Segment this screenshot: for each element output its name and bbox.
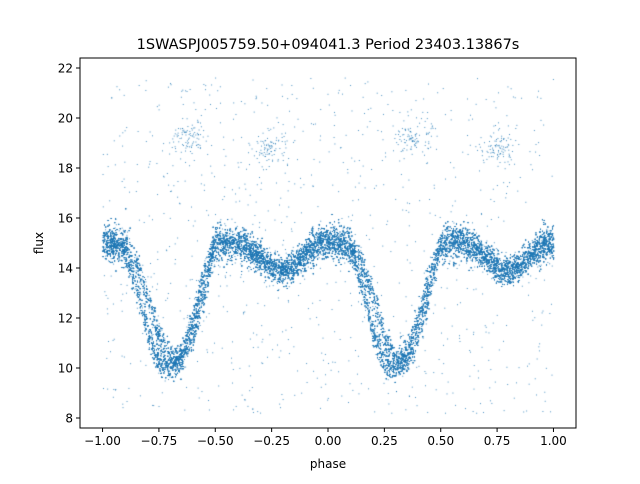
y-axis-label: flux xyxy=(32,232,46,254)
y-tick-label: 20 xyxy=(58,112,73,126)
y-tick-label: 12 xyxy=(58,312,73,326)
y-tick-label: 22 xyxy=(58,62,73,76)
x-tick-label: 0.00 xyxy=(315,434,342,448)
y-tick-label: 14 xyxy=(58,262,73,276)
scatter-points xyxy=(80,58,576,428)
x-tick-label: −1.00 xyxy=(84,434,121,448)
x-tick-label: 0.50 xyxy=(427,434,454,448)
y-tick-label: 8 xyxy=(65,412,73,426)
y-tick-label: 16 xyxy=(58,212,73,226)
x-tick-label: −0.25 xyxy=(253,434,290,448)
x-tick-label: −0.75 xyxy=(141,434,178,448)
axis-ticks: −1.00 −0.75 −0.50 −0.25 0.00 0.25 0.50 0.75 1.00… xyxy=(58,62,567,449)
x-axis-label: phase xyxy=(310,457,346,471)
x-tick-label: −0.50 xyxy=(197,434,234,448)
x-tick-label: 1.00 xyxy=(540,434,567,448)
chart-title: 1SWASPJ005759.50+094041.3 Period 23403.1… xyxy=(137,37,520,53)
scatter-points-layer xyxy=(80,58,576,428)
x-tick-label: 0.75 xyxy=(484,434,511,448)
y-tick-label: 10 xyxy=(58,362,73,376)
axes-frame xyxy=(79,57,577,429)
x-tick-label: 0.25 xyxy=(371,434,398,448)
y-tick-label: 18 xyxy=(58,162,73,176)
